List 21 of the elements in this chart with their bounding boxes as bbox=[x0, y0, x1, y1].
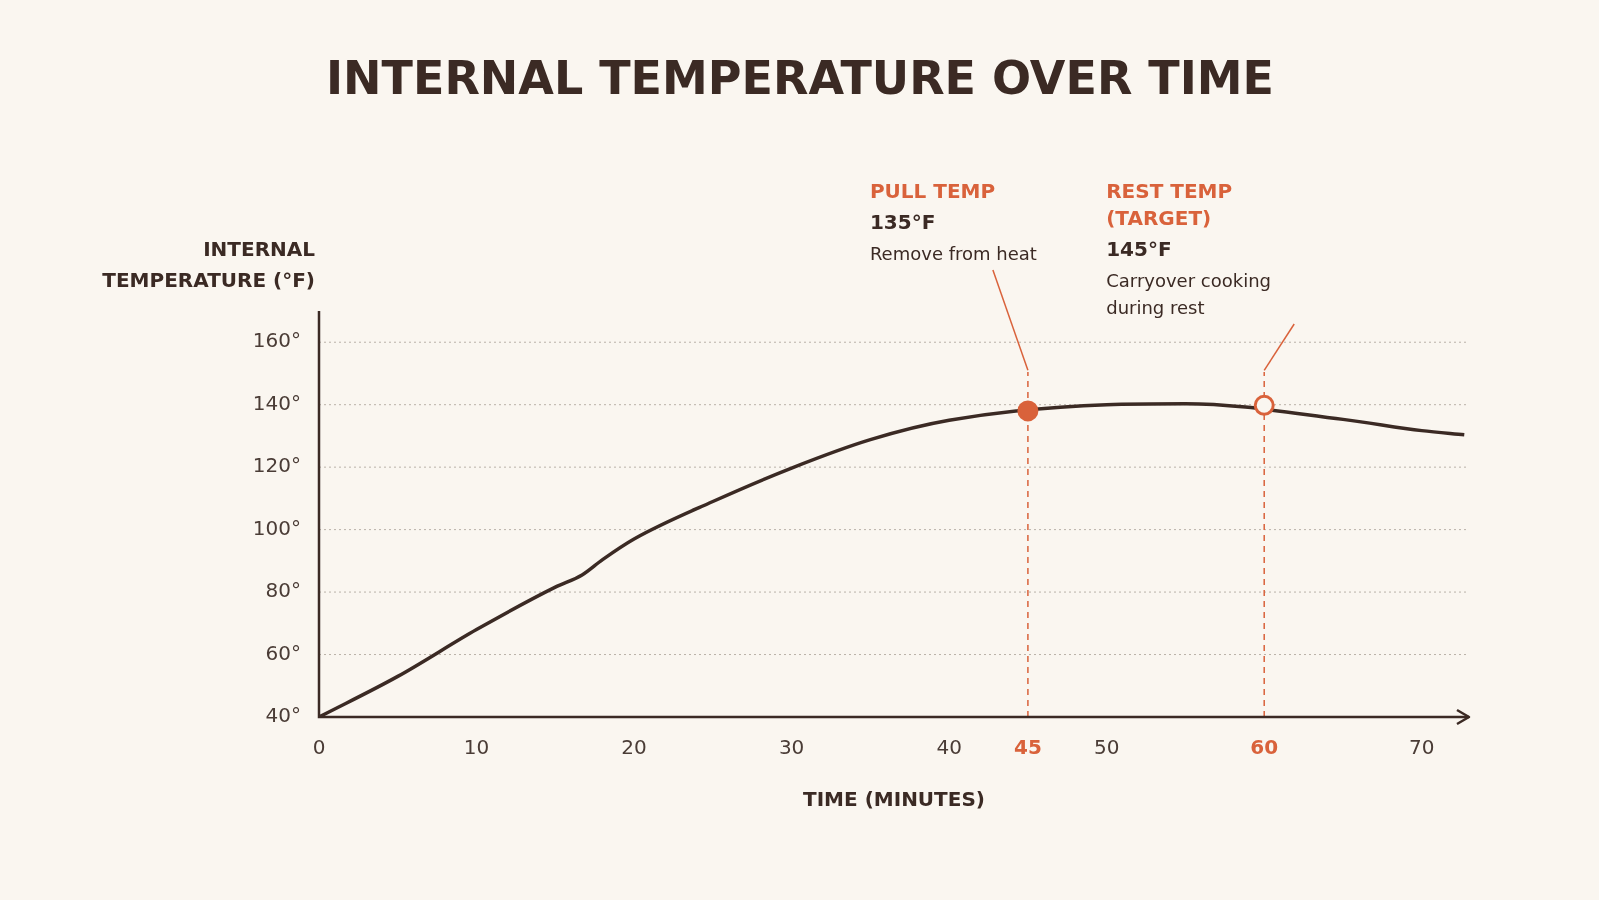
x-tick-label: 40 bbox=[936, 735, 962, 760]
x-tick-label: 45 bbox=[1013, 735, 1042, 760]
x-tick-label: 50 bbox=[1093, 735, 1120, 760]
x-tick-label: 0 bbox=[312, 735, 326, 760]
y-tick-label: 140° bbox=[252, 390, 301, 415]
y-tick-label: 80° bbox=[265, 578, 301, 603]
annotation: REST TEMP (TARGET) 145°F Carryover cooking during rest bbox=[1106, 179, 1271, 318]
x-tick-label: 10 bbox=[463, 735, 490, 760]
y-tick-label: 120° bbox=[252, 453, 301, 478]
x-axis-title: TIME (MINUTES) bbox=[803, 787, 985, 812]
y-tick-label: 40° bbox=[265, 703, 301, 728]
x-tick-label: 70 bbox=[1409, 735, 1435, 760]
annotation: PULL TEMP 135°F Remove from heat bbox=[869, 179, 1037, 264]
y-axis-title: INTERNAL TEMPERATURE (°F) bbox=[102, 237, 316, 293]
x-tick-label: 30 bbox=[778, 735, 805, 760]
y-tick-label: 60° bbox=[265, 640, 301, 665]
y-tick-label: 160° bbox=[252, 328, 301, 353]
y-tick-label: 100° bbox=[252, 515, 301, 540]
chart-title: INTERNAL TEMPERATURE OVER TIME bbox=[325, 50, 1275, 105]
x-tick-label: 20 bbox=[621, 735, 647, 760]
x-tick-label: 60 bbox=[1250, 735, 1279, 760]
